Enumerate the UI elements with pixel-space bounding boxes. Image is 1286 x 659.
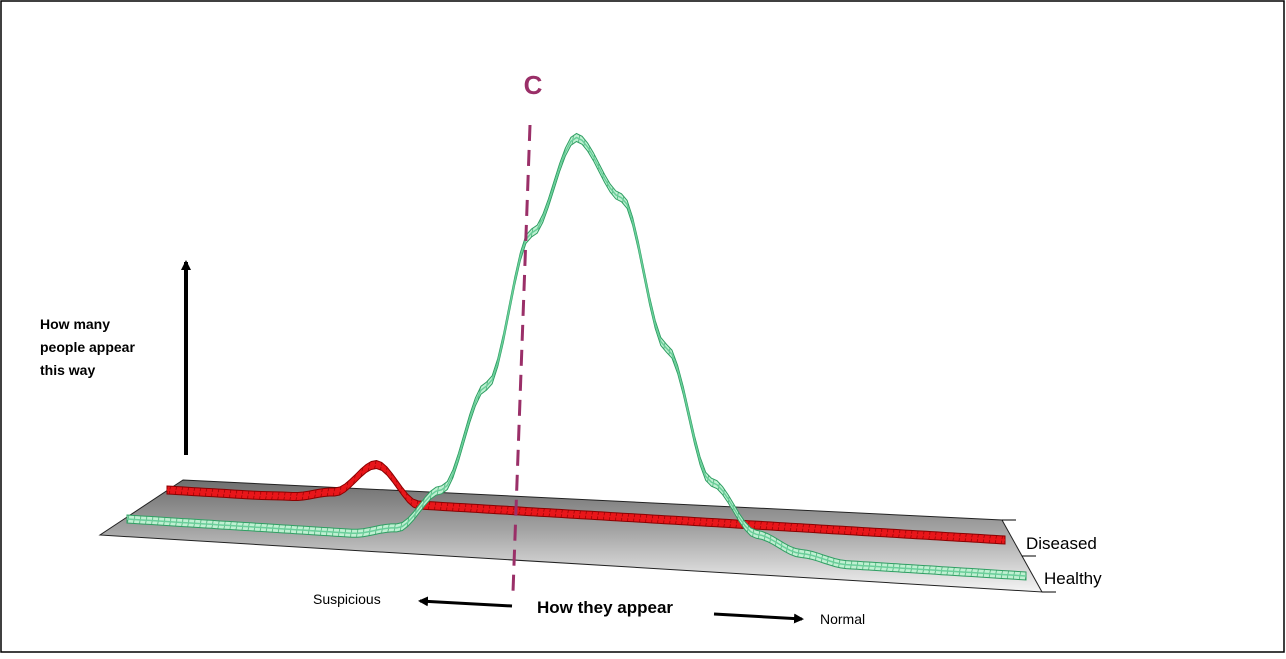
y-axis-label-line-3: this way [40,362,95,378]
series-label-diseased: Diseased [1026,534,1097,553]
series-line-diseased [166,463,1006,541]
series-ribbon-healthy [126,132,1027,581]
x-right-arrow [713,612,804,624]
x-axis-label: How they appear [537,598,673,617]
cutoff-line [511,124,532,593]
y-axis-label-line-1: How many [40,316,110,332]
cutoff-label: C [524,70,543,100]
y-axis-label: How many people appear this way [40,316,139,378]
y-axis-label-line-2: people appear [40,339,135,355]
series-line-healthy [126,136,1027,577]
x-right-label: Normal [820,611,865,627]
series-layer [126,132,1027,581]
series-label-healthy: Healthy [1044,569,1102,588]
x-left-label: Suspicious [313,591,381,607]
x-left-arrow [418,596,513,608]
